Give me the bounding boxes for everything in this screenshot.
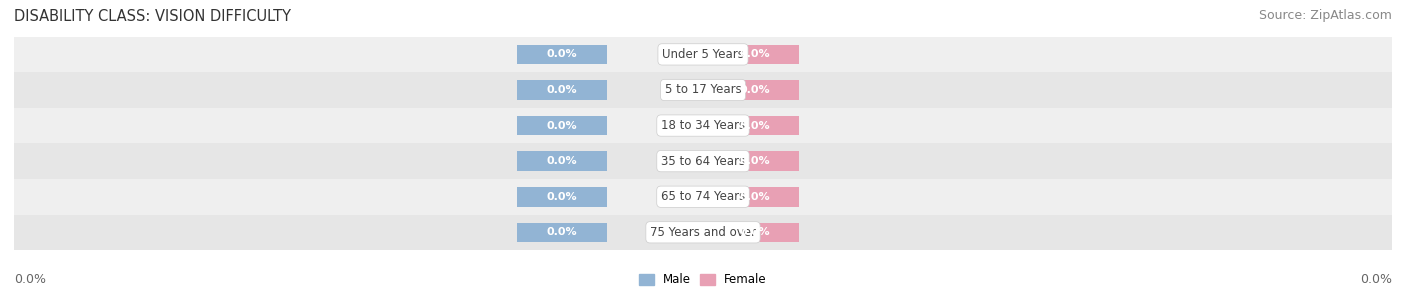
Bar <box>14 179 1392 214</box>
Text: 0.0%: 0.0% <box>1360 273 1392 286</box>
Legend: Male, Female: Male, Female <box>634 269 772 291</box>
Bar <box>517 151 606 171</box>
Bar <box>710 223 800 242</box>
Text: 0.0%: 0.0% <box>740 156 770 166</box>
Bar <box>517 116 606 135</box>
Bar <box>14 37 1392 72</box>
Text: 35 to 64 Years: 35 to 64 Years <box>661 155 745 168</box>
Text: 0.0%: 0.0% <box>547 192 576 202</box>
Text: DISABILITY CLASS: VISION DIFFICULTY: DISABILITY CLASS: VISION DIFFICULTY <box>14 9 291 24</box>
Text: 0.0%: 0.0% <box>740 192 770 202</box>
Text: 0.0%: 0.0% <box>547 49 576 59</box>
Bar <box>14 72 1392 108</box>
Text: Source: ZipAtlas.com: Source: ZipAtlas.com <box>1258 9 1392 22</box>
Text: 0.0%: 0.0% <box>14 273 46 286</box>
Bar <box>710 187 800 206</box>
Text: 75 Years and over: 75 Years and over <box>650 226 756 239</box>
Bar <box>14 108 1392 143</box>
Bar <box>517 45 606 64</box>
Text: 0.0%: 0.0% <box>547 156 576 166</box>
Text: 5 to 17 Years: 5 to 17 Years <box>665 84 741 96</box>
Text: 0.0%: 0.0% <box>740 85 770 95</box>
Text: Under 5 Years: Under 5 Years <box>662 48 744 61</box>
Text: 0.0%: 0.0% <box>740 120 770 131</box>
Bar <box>710 80 800 100</box>
Bar <box>710 45 800 64</box>
Bar <box>14 143 1392 179</box>
Text: 0.0%: 0.0% <box>547 227 576 237</box>
Bar <box>517 187 606 206</box>
Text: 65 to 74 Years: 65 to 74 Years <box>661 190 745 203</box>
Text: 0.0%: 0.0% <box>547 120 576 131</box>
Bar <box>517 80 606 100</box>
Text: 0.0%: 0.0% <box>740 49 770 59</box>
Text: 0.0%: 0.0% <box>740 227 770 237</box>
Text: 18 to 34 Years: 18 to 34 Years <box>661 119 745 132</box>
Bar <box>517 223 606 242</box>
Bar <box>710 116 800 135</box>
Bar <box>710 151 800 171</box>
Text: 0.0%: 0.0% <box>547 85 576 95</box>
Bar <box>14 214 1392 250</box>
